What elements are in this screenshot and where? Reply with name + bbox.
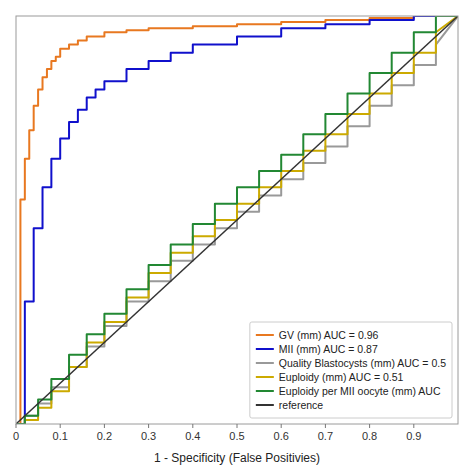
series-line bbox=[16, 16, 458, 424]
x-tick-label: 0.8 bbox=[362, 430, 377, 442]
x-tick bbox=[325, 424, 326, 428]
x-tick bbox=[60, 424, 61, 428]
x-tick-label: 0.3 bbox=[141, 430, 156, 442]
x-tick-label: 0 bbox=[13, 430, 19, 442]
chart: 0 0.1 0.2 0.3 0.4 0.5 0.6 0.7 0.8 0.9 1 - Specific… bbox=[0, 0, 474, 474]
x-tick-label: 0.7 bbox=[318, 430, 333, 442]
series-line bbox=[16, 16, 458, 424]
legend-box bbox=[250, 322, 452, 418]
x-tick-label: 0.2 bbox=[97, 430, 112, 442]
legend-swatch bbox=[256, 348, 274, 350]
x-tick bbox=[16, 424, 17, 428]
legend-label: Quality Blastocysts (mm) AUC = 0.5 bbox=[279, 357, 446, 369]
legend-swatch bbox=[256, 334, 274, 336]
x-axis: 0 0.1 0.2 0.3 0.4 0.5 0.6 0.7 0.8 0.9 bbox=[13, 424, 422, 442]
x-tick bbox=[281, 424, 282, 428]
x-tick bbox=[237, 424, 238, 428]
x-tick-label: 0.4 bbox=[185, 430, 200, 442]
x-tick-label: 0.1 bbox=[53, 430, 68, 442]
legend-label: Euploidy per MII oocyte (mm) AUC bbox=[279, 385, 441, 397]
legend-item: MII (mm) AUC = 0.87 bbox=[256, 343, 378, 355]
legend-item: reference bbox=[256, 399, 324, 411]
legend-label: Euploidy (mm) AUC = 0.51 bbox=[279, 371, 404, 383]
x-tick-label: 0.6 bbox=[274, 430, 289, 442]
legend-item: Euploidy per MII oocyte (mm) AUC bbox=[256, 385, 441, 397]
x-tick bbox=[369, 424, 370, 428]
legend-item: Euploidy (mm) AUC = 0.51 bbox=[256, 371, 404, 383]
plot-frame bbox=[16, 16, 458, 424]
series-group bbox=[16, 16, 458, 424]
chart-container: 0 0.1 0.2 0.3 0.4 0.5 0.6 0.7 0.8 0.9 1 - Specific… bbox=[0, 0, 474, 474]
legend-label: reference bbox=[279, 399, 324, 411]
x-tick bbox=[413, 424, 414, 428]
legend-label: MII (mm) AUC = 0.87 bbox=[279, 343, 378, 355]
x-tick-label: 0.9 bbox=[406, 430, 421, 442]
series-line bbox=[16, 16, 458, 424]
plot-background bbox=[16, 16, 458, 424]
x-axis-label: 1 - Specificity (False Positivies) bbox=[154, 451, 320, 465]
x-tick bbox=[192, 424, 193, 428]
series-line bbox=[16, 16, 458, 424]
x-tick-label: 0.5 bbox=[229, 430, 244, 442]
legend-swatch bbox=[256, 390, 274, 392]
x-tick bbox=[104, 424, 105, 428]
legend-item: GV (mm) AUC = 0.96 bbox=[256, 329, 379, 341]
legend-swatch bbox=[256, 376, 274, 378]
series-line bbox=[16, 16, 458, 424]
legend: GV (mm) AUC = 0.96 MII (mm) AUC = 0.87 Qua… bbox=[250, 322, 452, 418]
legend-swatch bbox=[256, 362, 274, 364]
series-line bbox=[16, 16, 458, 424]
x-tick bbox=[148, 424, 149, 428]
legend-swatch bbox=[256, 404, 274, 406]
legend-item: Quality Blastocysts (mm) AUC = 0.5 bbox=[256, 357, 446, 369]
legend-label: GV (mm) AUC = 0.96 bbox=[279, 329, 379, 341]
